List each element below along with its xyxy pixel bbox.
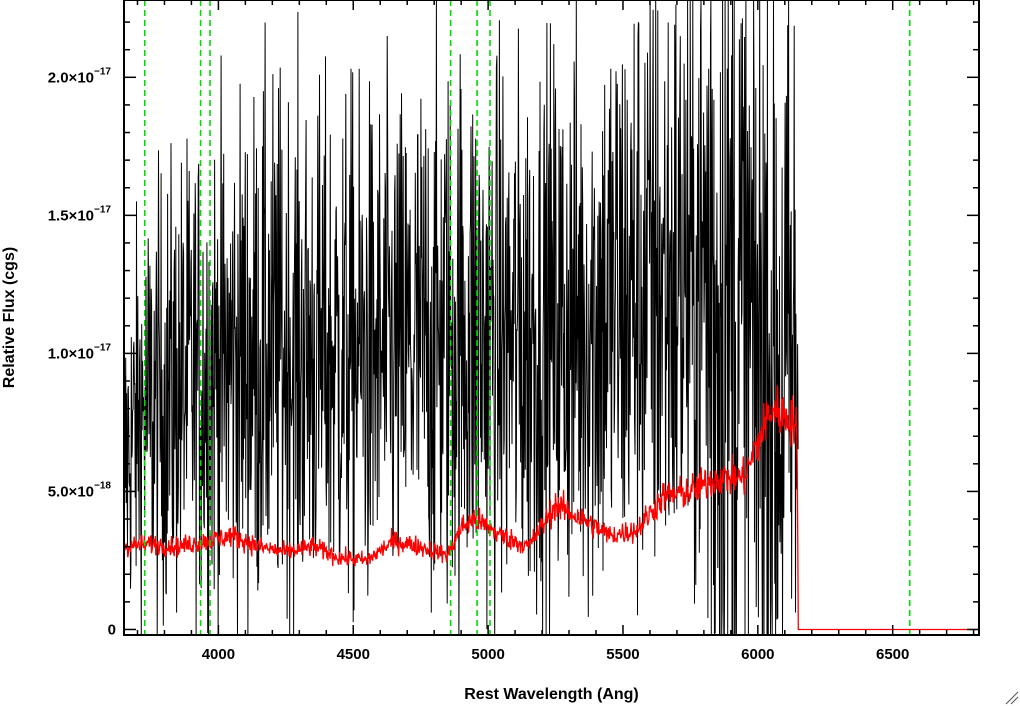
resize-grip-icon[interactable] — [1005, 691, 1019, 705]
x-tick-label: 6000 — [741, 646, 774, 663]
x-tick-label: 4000 — [202, 646, 235, 663]
x-tick-label: 6500 — [876, 646, 909, 663]
x-tick-label: 4500 — [337, 646, 370, 663]
emission-line-markers — [143, 0, 911, 635]
y-tick-exponent: −17 — [94, 204, 111, 215]
x-tick-label: 5500 — [606, 646, 639, 663]
series-layer — [123, 0, 979, 636]
y-tick-label: 5.0×10 — [48, 483, 94, 500]
tick-labels: 4000 4500 5000 5500 6000 6500 0 5.0×10 −18 1.0×10… — [48, 66, 910, 663]
spectrum-series-0 — [123, 0, 799, 636]
x-tick-label: 5000 — [471, 646, 504, 663]
y-tick-exponent: −18 — [94, 480, 111, 491]
plot-frame — [123, 0, 980, 636]
axes — [123, 0, 980, 636]
y-tick-label: 1.5×10 — [48, 207, 94, 224]
x-axis-label: Rest Wavelength (Ang) — [464, 686, 639, 703]
y-axis-label: Relative Flux (cgs) — [1, 247, 18, 388]
y-tick-exponent: −17 — [94, 342, 111, 353]
y-tick-label: 2.0×10 — [48, 69, 94, 86]
y-tick-exponent: −17 — [94, 66, 111, 77]
y-tick-label: 0 — [108, 621, 116, 638]
spectrum-series-1 — [123, 385, 979, 631]
y-tick-label: 1.0×10 — [48, 345, 94, 362]
